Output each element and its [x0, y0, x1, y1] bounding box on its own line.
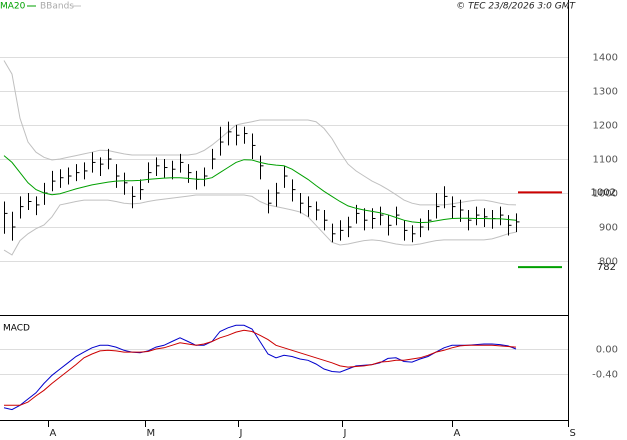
x-tick-label: A	[50, 428, 57, 439]
x-tick-label: A	[454, 428, 461, 439]
bollinger-lower	[3, 194, 517, 256]
x-tick-label: J	[343, 428, 347, 439]
y-tick-label: 0.00	[596, 345, 618, 356]
level-label: 782	[597, 262, 616, 273]
level-label: 1002	[591, 187, 616, 198]
y-tick-label: 1300	[593, 87, 618, 98]
x-tick-label: J	[239, 428, 243, 439]
y-tick-label: 1000	[593, 189, 618, 200]
y-tick-label: 900	[599, 223, 618, 234]
y-tick-label: 1200	[593, 121, 618, 132]
x-tick-label: M	[147, 428, 156, 439]
y-tick-label: 1100	[593, 155, 618, 166]
y-tick-label: -0.40	[592, 370, 618, 381]
macd-line	[3, 324, 517, 411]
source: © TEC 23/8/2026 3:0 GMT	[456, 2, 576, 12]
bollinger-upper	[3, 60, 517, 206]
macd-line	[4, 329, 517, 406]
x-tick-label: S	[570, 428, 576, 439]
y-tick-label: 800	[599, 257, 618, 268]
panel-title: MACD	[3, 324, 30, 334]
legend-label: MA20	[0, 2, 26, 12]
legend-label: BBands	[40, 2, 74, 12]
ma20-line	[3, 155, 517, 224]
y-tick-label: 1400	[593, 53, 618, 64]
